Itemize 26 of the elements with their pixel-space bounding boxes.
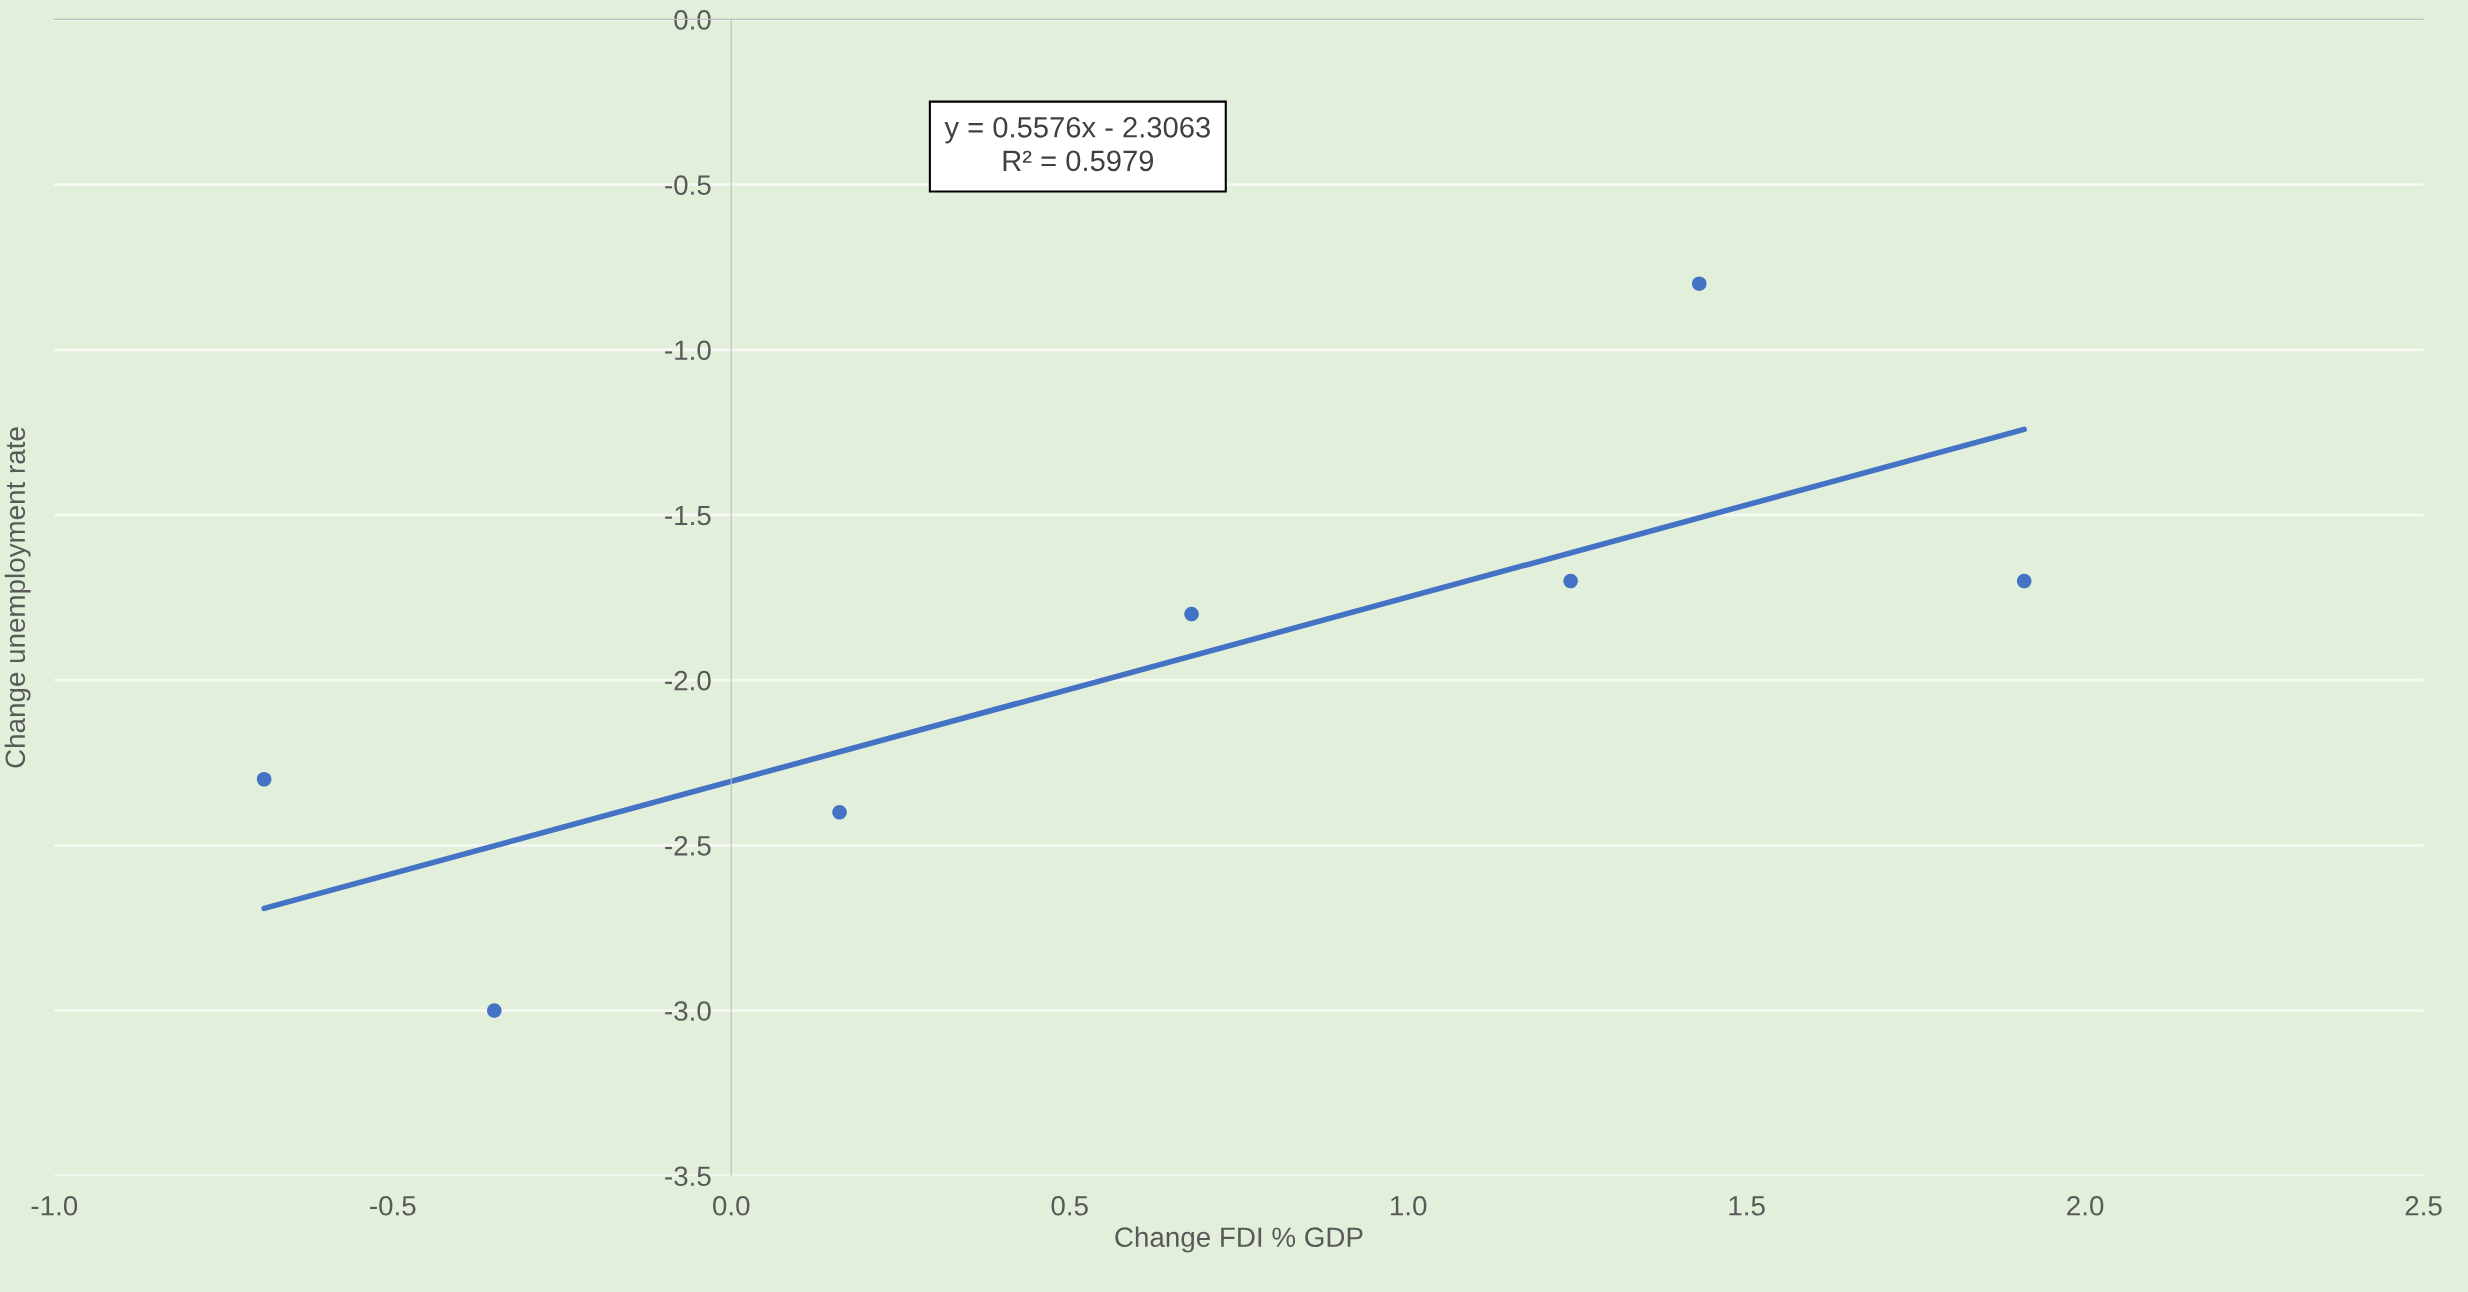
y-tick-label: -1.0	[665, 340, 711, 361]
point	[1184, 606, 1199, 622]
x-tick-label: 2.0	[2067, 1195, 2104, 1216]
x-tick-label: 1.0	[1390, 1195, 1427, 1216]
y-tick-label: -2.0	[665, 670, 711, 691]
point	[2016, 573, 2032, 589]
point	[1691, 276, 1707, 291]
y-tick-label: -3.5	[665, 1166, 711, 1187]
annotation: y = 0.5576x - 2.3063	[944, 116, 1210, 144]
x-tick-label: -1.0	[31, 1195, 78, 1216]
x-tick-label: 0.0	[713, 1195, 750, 1216]
y-tick-label: -3.0	[665, 1001, 711, 1021]
x-tick-label: -0.5	[370, 1195, 416, 1216]
x-tick-label: 1.5	[1729, 1196, 1765, 1216]
point	[832, 805, 847, 820]
x-tick-label: 0.5	[1051, 1195, 1088, 1216]
y-tick-label: -1.5	[665, 505, 711, 526]
y-tick-label: -2.5	[665, 836, 711, 856]
x-tick-label: 2.5	[2405, 1195, 2442, 1216]
y-tick-label: -0.5	[665, 175, 711, 195]
annotation: R² = 0.5979	[1003, 150, 1154, 172]
point	[487, 1003, 502, 1018]
x-axis-title: Change FDI % GDP	[1115, 1226, 1363, 1253]
y-axis-title: Change unemployment rate	[4, 427, 31, 768]
point	[1563, 573, 1578, 589]
point	[256, 771, 272, 787]
